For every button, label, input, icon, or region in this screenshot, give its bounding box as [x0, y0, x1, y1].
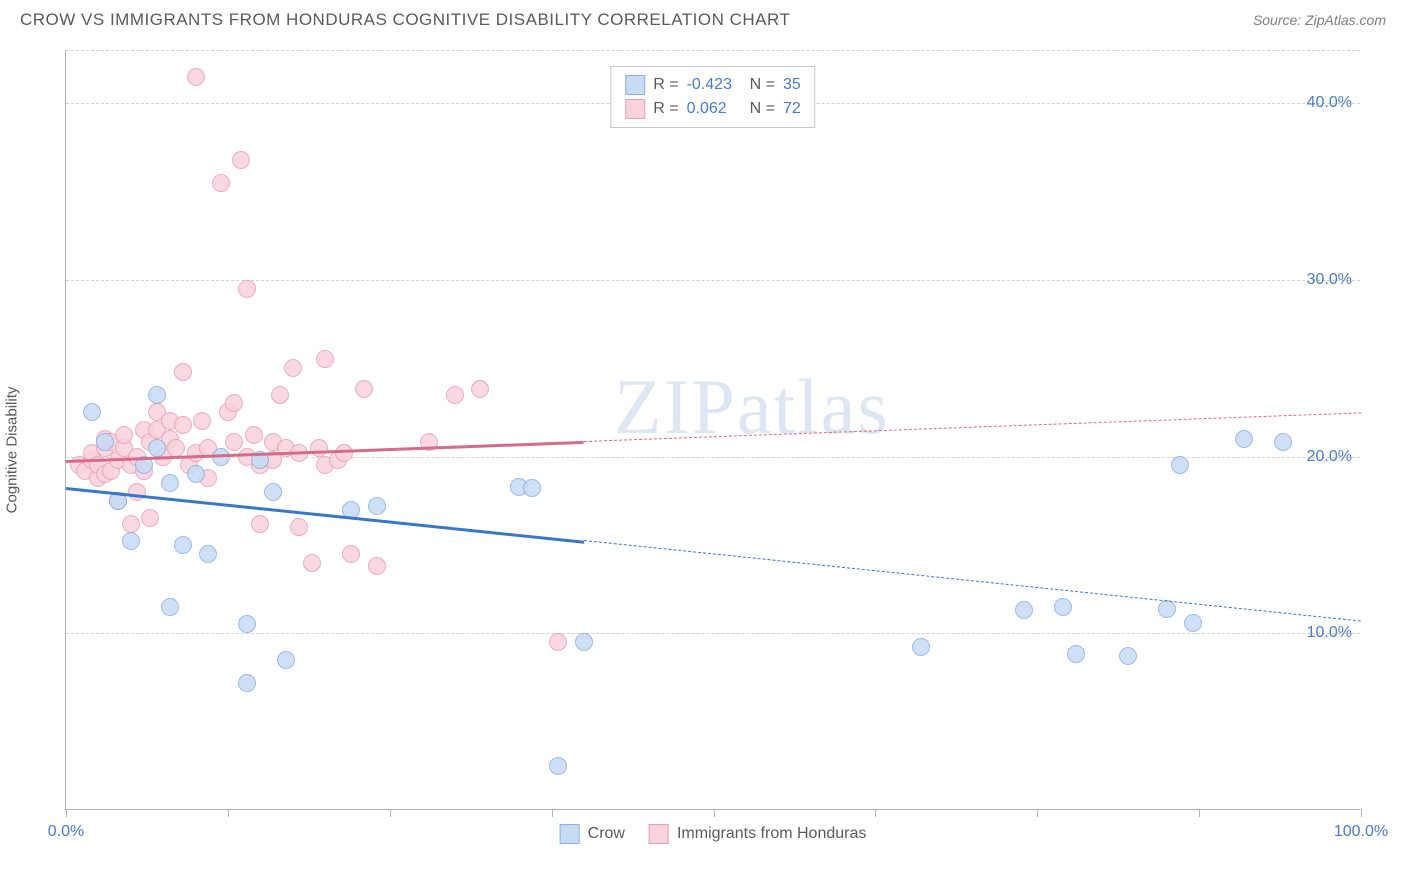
bottom-legend-label: Crow: [588, 825, 625, 843]
honduras-point: [549, 633, 567, 651]
legend-r-value: 0.062: [687, 100, 742, 118]
honduras-point: [238, 280, 256, 298]
honduras-point: [122, 515, 140, 533]
crow-point: [148, 439, 166, 457]
crow-point: [368, 497, 386, 515]
x-tick: [875, 809, 876, 817]
crow-point: [148, 386, 166, 404]
crow-point: [161, 598, 179, 616]
crow-point: [83, 403, 101, 421]
legend-n-value: 72: [783, 100, 801, 118]
crow-point: [187, 465, 205, 483]
crow-point: [1171, 456, 1189, 474]
honduras-point: [303, 554, 321, 572]
honduras-point: [212, 174, 230, 192]
crow-point: [1119, 647, 1137, 665]
legend-n-value: 35: [783, 76, 801, 94]
y-axis-label: Cognitive Disability: [4, 387, 21, 514]
chart-container: Cognitive Disability ZIPatlas R =-0.423N…: [20, 35, 1386, 865]
x-tick: [1199, 809, 1200, 817]
legend-swatch: [625, 99, 645, 119]
x-tick-label: 0.0%: [48, 823, 84, 841]
honduras-point: [128, 483, 146, 501]
crow-point: [238, 674, 256, 692]
y-tick-label: 40.0%: [1307, 94, 1352, 112]
legend-n-label: N =: [750, 100, 775, 118]
honduras-point: [167, 439, 185, 457]
crow-point: [575, 633, 593, 651]
x-tick: [390, 809, 391, 817]
honduras-point: [342, 545, 360, 563]
legend-r-label: R =: [653, 100, 678, 118]
crow-point: [238, 615, 256, 633]
legend-swatch: [649, 824, 669, 844]
crow-point: [174, 536, 192, 554]
crow-point: [96, 433, 114, 451]
honduras-point: [187, 68, 205, 86]
gridline: [66, 633, 1360, 634]
honduras-point: [245, 426, 263, 444]
honduras-point: [174, 416, 192, 434]
honduras-point: [174, 363, 192, 381]
honduras-point: [471, 380, 489, 398]
crow-point: [523, 479, 541, 497]
bottom-legend-label: Immigrants from Honduras: [677, 825, 866, 843]
crow-point: [122, 532, 140, 550]
crow-point: [161, 474, 179, 492]
bottom-legend: Crow Immigrants from Honduras: [560, 824, 867, 844]
legend-r-value: -0.423: [687, 76, 742, 94]
gridline: [66, 280, 1360, 281]
x-tick: [552, 809, 553, 817]
chart-title: CROW VS IMMIGRANTS FROM HONDURAS COGNITI…: [20, 10, 790, 30]
bottom-legend-item: Immigrants from Honduras: [649, 824, 866, 844]
honduras-point: [368, 557, 386, 575]
crow-point: [1015, 601, 1033, 619]
crow-point: [549, 757, 567, 775]
legend-stats-row: R = 0.062 N = 72: [625, 97, 800, 121]
legend-r-label: R =: [653, 76, 678, 94]
y-tick-label: 30.0%: [1307, 271, 1352, 289]
crow-point: [1274, 433, 1292, 451]
x-tick: [1037, 809, 1038, 817]
x-tick: [714, 809, 715, 817]
crow-point: [1235, 430, 1253, 448]
legend-swatch: [560, 824, 580, 844]
honduras-point: [290, 518, 308, 536]
legend-n-label: N =: [750, 76, 775, 94]
crow-point: [277, 651, 295, 669]
crow-point: [1067, 645, 1085, 663]
honduras-point: [310, 439, 328, 457]
honduras-point: [446, 386, 464, 404]
bottom-legend-item: Crow: [560, 824, 625, 844]
crow-point: [912, 638, 930, 656]
honduras-point: [271, 386, 289, 404]
x-tick: [66, 809, 67, 817]
honduras-point: [355, 380, 373, 398]
source-label: Source: ZipAtlas.com: [1253, 12, 1386, 28]
gridline: [66, 50, 1360, 51]
y-tick-label: 20.0%: [1307, 448, 1352, 466]
crow-point: [1054, 598, 1072, 616]
honduras-point: [335, 444, 353, 462]
honduras-point: [115, 426, 133, 444]
legend-stats-box: R = -0.423 N = 35 R = 0.062 N = 72: [610, 66, 815, 128]
honduras-point: [316, 350, 334, 368]
honduras-point: [284, 359, 302, 377]
legend-stats-row: R = -0.423 N = 35: [625, 73, 800, 97]
crow-point: [199, 545, 217, 563]
honduras-point: [225, 394, 243, 412]
crow-trendline: [584, 540, 1361, 622]
y-tick-label: 10.0%: [1307, 624, 1352, 642]
x-tick: [1361, 809, 1362, 817]
plot-area: ZIPatlas R =-0.423N =35R =0.062N =72 Cro…: [65, 50, 1360, 810]
honduras-point: [232, 151, 250, 169]
honduras-point: [193, 412, 211, 430]
x-tick: [228, 809, 229, 817]
legend-swatch: [625, 75, 645, 95]
honduras-point: [251, 515, 269, 533]
honduras-point: [141, 509, 159, 527]
x-tick-label: 100.0%: [1334, 823, 1388, 841]
crow-point: [264, 483, 282, 501]
crow-point: [1184, 614, 1202, 632]
